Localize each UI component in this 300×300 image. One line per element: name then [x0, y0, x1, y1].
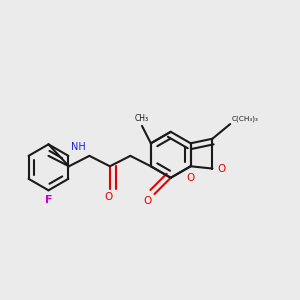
Text: CH₃: CH₃: [135, 114, 149, 123]
Text: O: O: [144, 196, 152, 206]
Text: O: O: [217, 164, 225, 174]
Text: F: F: [45, 195, 52, 205]
Text: O: O: [187, 173, 195, 183]
Text: NH: NH: [70, 142, 85, 152]
Text: O: O: [105, 192, 113, 203]
Text: C(CH₃)₃: C(CH₃)₃: [232, 116, 259, 122]
